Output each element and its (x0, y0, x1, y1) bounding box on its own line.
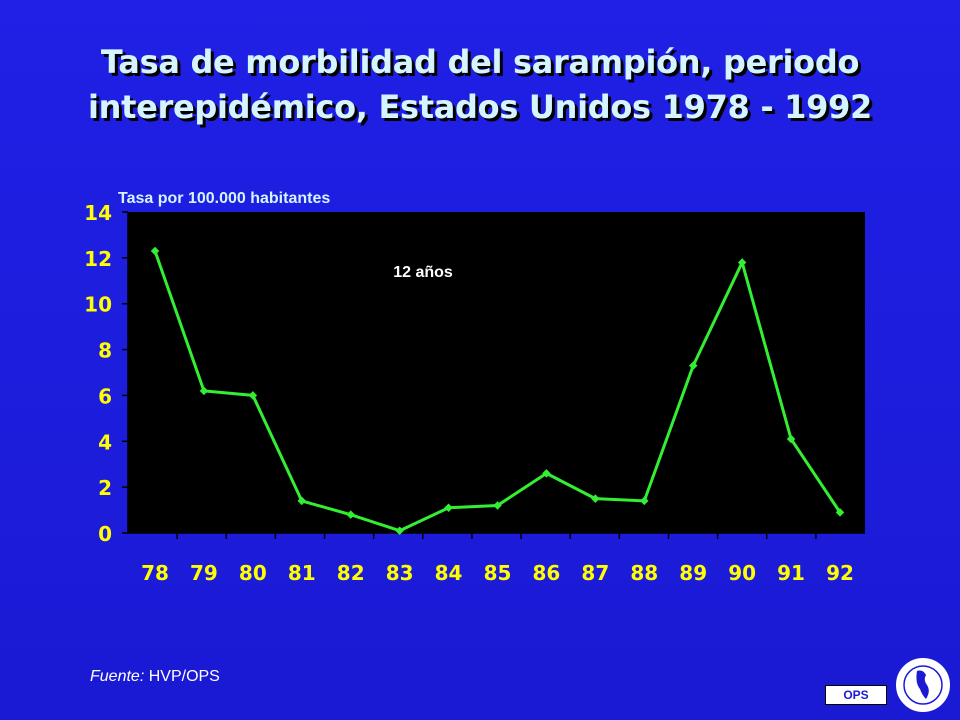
title-line-1: Tasa de morbilidad del sarampión, period… (100, 43, 860, 81)
data-points (150, 246, 845, 535)
x-tick-label: 78 (141, 561, 169, 585)
ops-badge: OPS (825, 685, 887, 705)
x-tick-label: 86 (533, 561, 561, 585)
data-point (346, 510, 355, 519)
x-tick-label: 80 (239, 561, 267, 585)
source-note: Fuente: HVP/OPS (90, 668, 220, 686)
x-tick-label: 81 (288, 561, 316, 585)
source-value: HVP/OPS (148, 668, 220, 685)
data-point (199, 386, 209, 396)
x-tick-label: 79 (190, 561, 218, 585)
data-point (444, 503, 453, 513)
data-point (591, 494, 600, 503)
axes (122, 211, 865, 539)
y-tick-labels: 0 2 4 6 8 10 12 14 (84, 201, 112, 546)
x-tick-label: 91 (777, 561, 805, 585)
y-tick-label: 8 (98, 339, 112, 363)
y-tick-label: 0 (98, 522, 112, 546)
chart-annotation: 12 años (393, 264, 453, 281)
y-tick-label: 14 (84, 201, 112, 225)
x-tick-label: 92 (826, 561, 854, 585)
data-point (150, 246, 160, 256)
data-point (688, 361, 698, 370)
data-point (248, 391, 258, 400)
source-label: Fuente: (90, 668, 145, 685)
x-tick-label: 84 (435, 561, 463, 585)
data-point (542, 469, 551, 478)
x-tick-label: 85 (484, 561, 512, 585)
data-point (640, 496, 649, 506)
y-tick-label: 10 (84, 293, 112, 317)
data-point (297, 496, 307, 506)
title-line-2: interepidémico, Estados Unidos 1978 - 19… (87, 88, 873, 126)
data-point (395, 526, 404, 535)
x-tick-label: 89 (679, 561, 707, 585)
x-tick-label: 82 (337, 561, 365, 585)
y-tick-label: 2 (98, 476, 112, 500)
y-tick-label: 4 (98, 430, 112, 454)
data-point (835, 508, 845, 517)
x-tick-label: 83 (386, 561, 414, 585)
y-tick-label: 6 (98, 384, 112, 408)
x-tick-label: 88 (630, 561, 658, 585)
ops-emblem-logo (894, 656, 952, 714)
x-tick-label: 87 (581, 561, 609, 585)
x-tick-label: 90 (728, 561, 756, 585)
x-tick-labels: 78 79 80 81 82 83 84 85 86 87 88 89 90 91 92 (141, 561, 854, 585)
data-point (737, 258, 747, 267)
data-point (786, 434, 796, 444)
y-axis-label: Tasa por 100.000 habitantes (118, 190, 330, 207)
data-point (493, 501, 502, 510)
plot-area (128, 212, 865, 533)
y-tick-label: 12 (84, 247, 112, 271)
